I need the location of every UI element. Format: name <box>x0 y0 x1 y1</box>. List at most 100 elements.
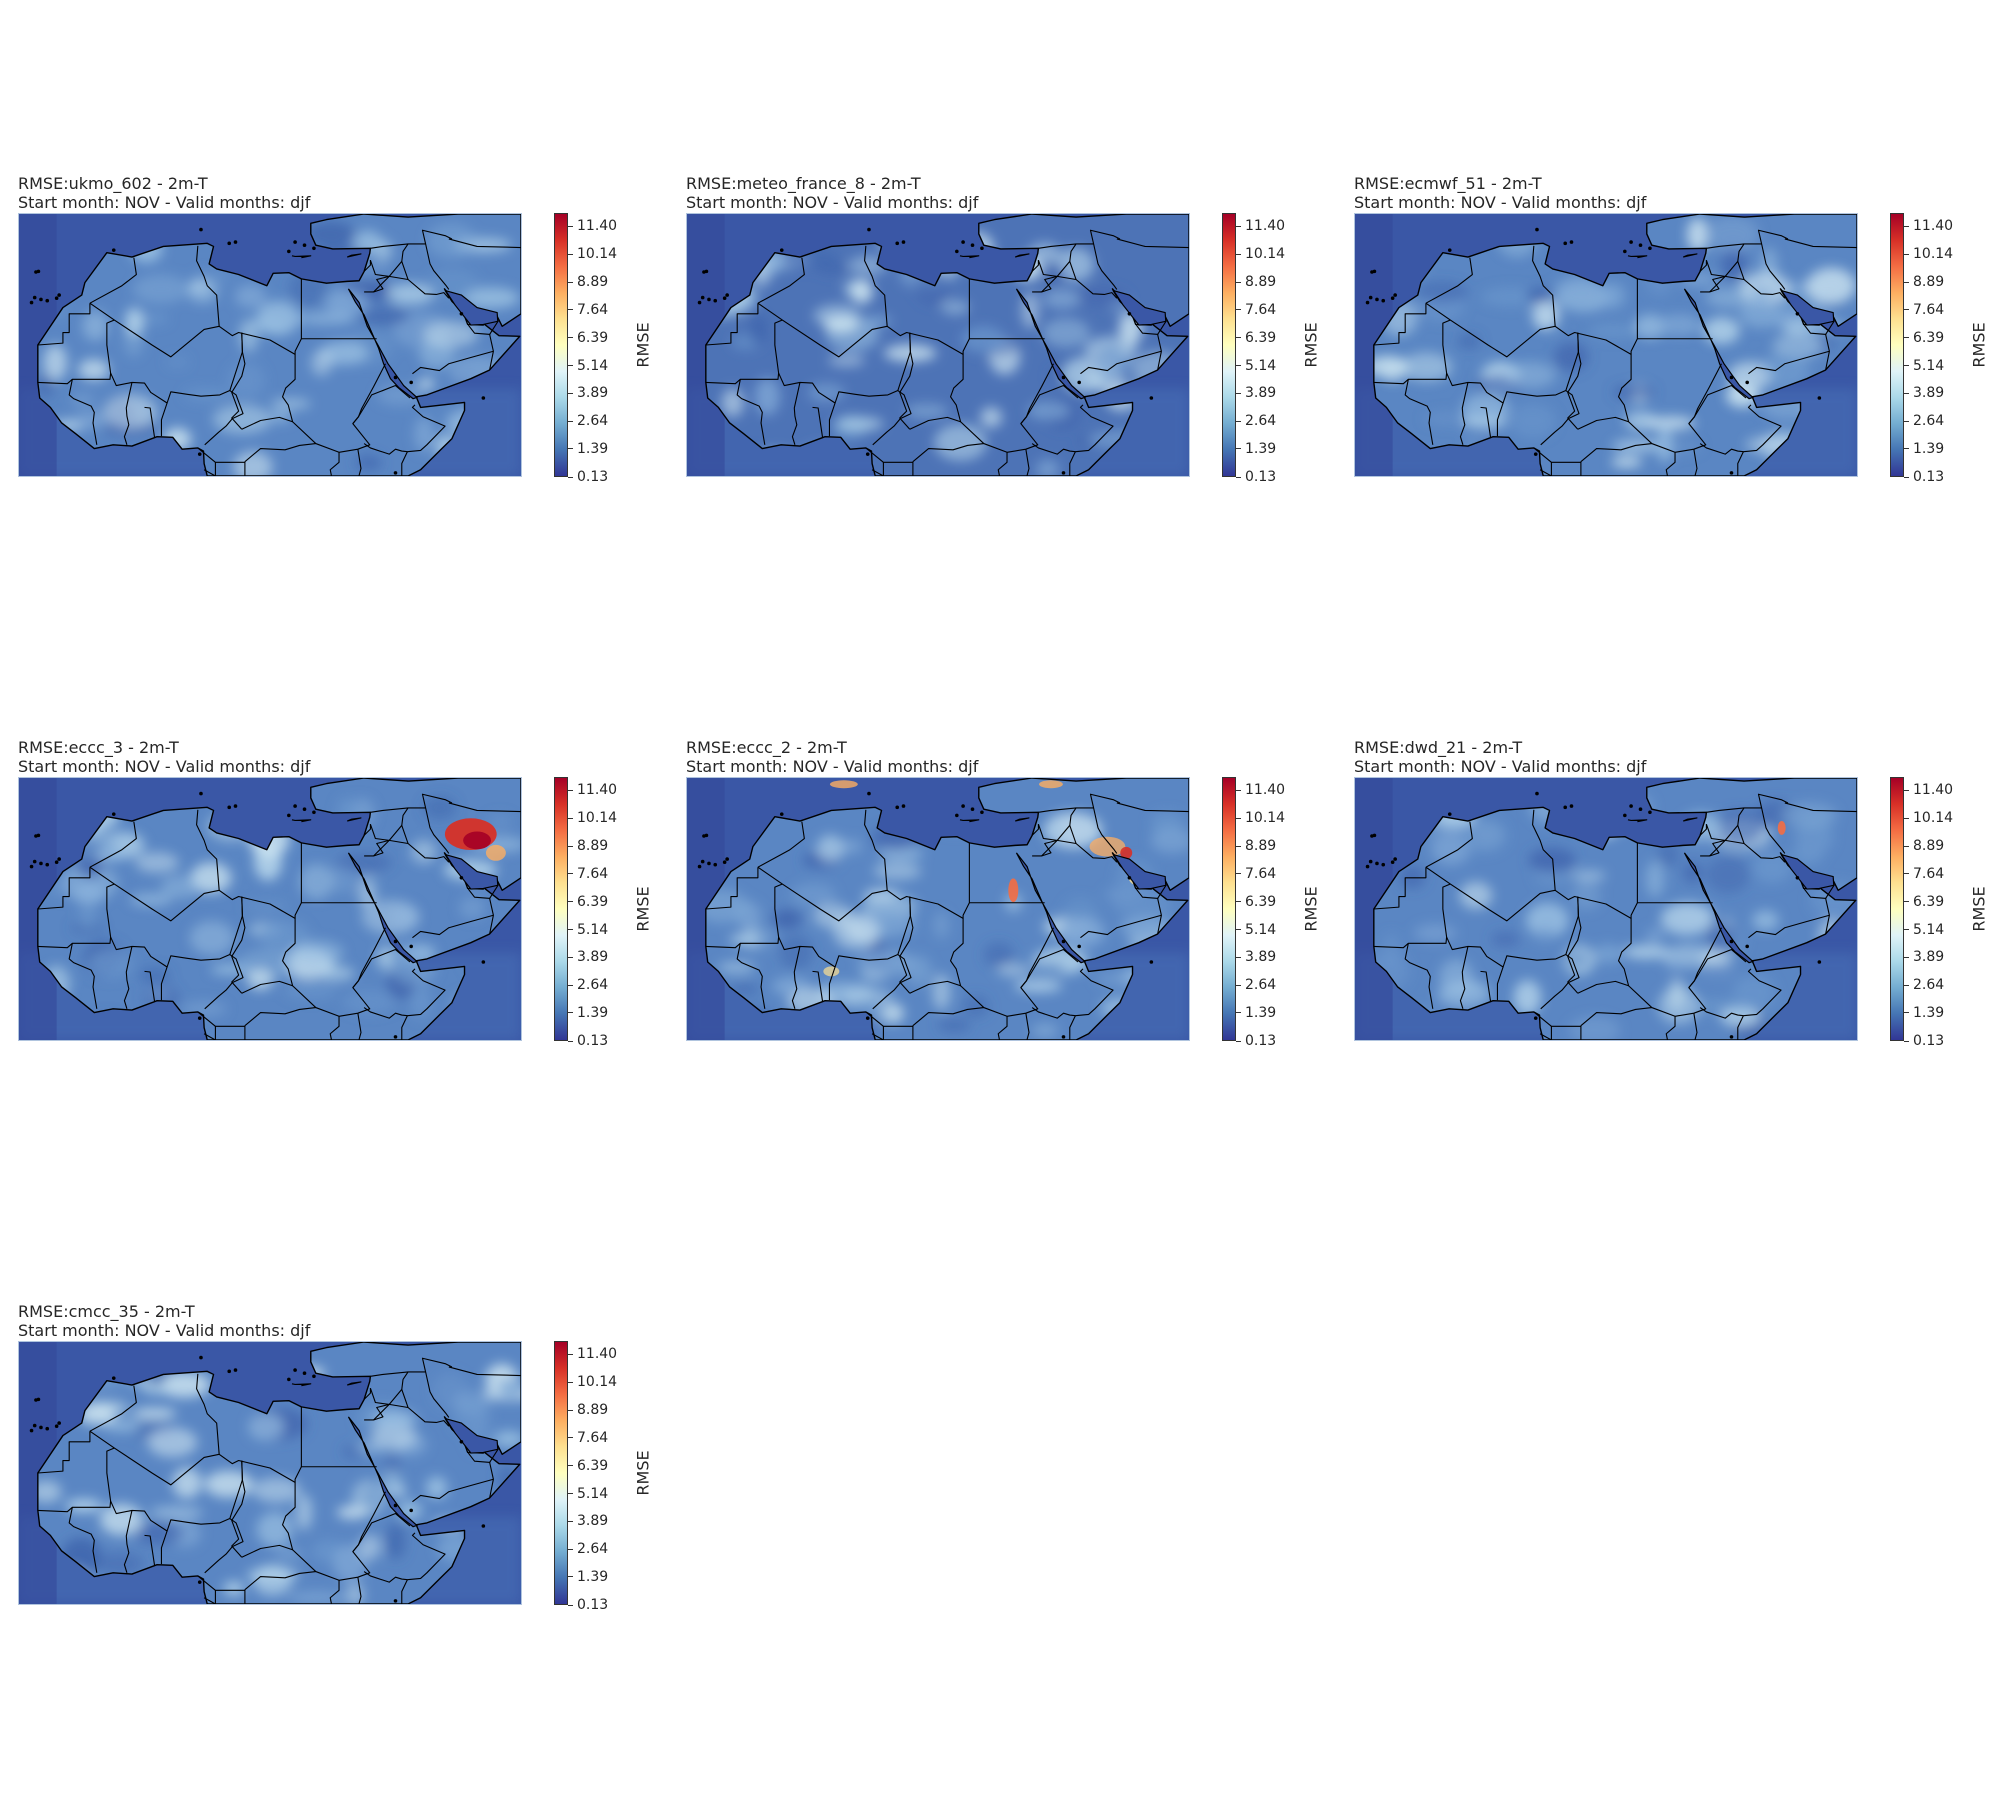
inland-sea <box>347 852 418 964</box>
country-border <box>1803 324 1827 335</box>
country-border <box>231 1460 246 1558</box>
country-border <box>352 385 411 424</box>
country-border <box>959 255 980 259</box>
country-border <box>1665 1016 1676 1040</box>
colorbar-tick-label: 6.39 <box>568 895 608 909</box>
country-border <box>1577 980 1629 994</box>
country-border <box>89 245 220 358</box>
country-border <box>68 379 98 445</box>
country-border <box>346 253 362 258</box>
island <box>1533 1016 1538 1020</box>
colorbar-tick-label: 11.40 <box>568 1347 617 1361</box>
country-border <box>950 918 1054 1017</box>
colorbar-tick-label: 3.89 <box>1236 950 1276 964</box>
inland-sea <box>444 289 499 326</box>
colorbar-tick-label: 3.89 <box>1236 386 1276 400</box>
island <box>895 805 900 810</box>
country-border <box>1693 1013 1698 1040</box>
country-border <box>886 842 970 919</box>
island <box>1368 859 1373 864</box>
country-border <box>1373 883 1451 949</box>
island <box>704 269 709 274</box>
rmse-hotspot <box>823 966 840 977</box>
island <box>111 812 116 816</box>
country-border <box>1784 238 1857 249</box>
country-border <box>363 260 371 272</box>
island <box>1447 812 1452 816</box>
colorbar-tick-label: 7.64 <box>568 1431 608 1445</box>
colorbar-tick-label: 0.13 <box>1236 470 1276 484</box>
colorbar-tick-label: 10.14 <box>568 811 617 825</box>
inland-sea <box>1112 853 1167 890</box>
country-border <box>357 1013 362 1040</box>
colorbar-tick-label: 7.64 <box>568 867 608 881</box>
country-border <box>1025 449 1030 476</box>
country-border <box>244 1007 316 1027</box>
country-border <box>828 966 836 1001</box>
country-border <box>352 1513 411 1552</box>
country-border <box>388 243 409 277</box>
country-border <box>1089 793 1121 809</box>
island <box>713 298 718 303</box>
island <box>1149 396 1154 400</box>
island <box>45 862 50 867</box>
country-border <box>357 449 362 476</box>
country-border <box>1041 839 1077 857</box>
country-border <box>1116 238 1189 249</box>
island <box>1375 861 1379 866</box>
country-border <box>899 896 914 994</box>
panel-title-line: RMSE:ecmwf_51 - 2m-T <box>1354 174 1542 193</box>
island <box>1623 813 1627 818</box>
panel-subtitle-line: Start month: NOV - Valid months: djf <box>686 757 979 776</box>
country-border <box>705 883 783 949</box>
island <box>227 805 232 810</box>
country-border <box>1080 350 1162 375</box>
country-border <box>1373 319 1451 385</box>
country-border <box>1577 416 1629 430</box>
colorbar-tick-label: 8.89 <box>1236 839 1276 853</box>
country-border <box>123 1510 133 1573</box>
country-border <box>1665 452 1676 476</box>
colorbar-tick-label: 10.14 <box>1236 247 1285 261</box>
island <box>459 876 464 880</box>
island <box>393 375 398 380</box>
colorbar-tick-label: 11.40 <box>1236 219 1285 233</box>
country-border <box>871 462 884 476</box>
colorbar-label: RMSE <box>633 886 653 932</box>
country-border <box>197 447 245 463</box>
island <box>1638 243 1643 247</box>
island <box>1569 240 1574 244</box>
panel-title: RMSE:ukmo_602 - 2m-T Start month: NOV - … <box>18 174 310 212</box>
island <box>1365 300 1370 305</box>
map-canvas <box>1355 778 1857 1040</box>
island <box>302 243 307 247</box>
country-border <box>467 324 491 335</box>
island <box>287 813 291 818</box>
rmse-hotspot <box>1008 878 1019 903</box>
island <box>57 857 61 861</box>
colorbar-ticks: 11.40 10.14 8.89 7.64 6.39 5.14 3.89 2.64 1.39 0.… <box>1904 777 1964 1048</box>
country-border <box>144 970 156 1002</box>
country-border <box>1135 888 1159 899</box>
rmse-map <box>1354 213 1858 477</box>
country-border <box>291 819 312 823</box>
country-border <box>37 867 91 910</box>
country-border <box>1032 823 1058 857</box>
country-border <box>467 888 491 899</box>
country-border <box>1825 320 1835 371</box>
panel-title: RMSE:dwd_21 - 2m-T Start month: NOV - Va… <box>1354 738 1646 776</box>
colorbar-tick-label: 2.64 <box>1904 978 1944 992</box>
colorbar-tick-label: 2.64 <box>1236 978 1276 992</box>
country-border <box>282 918 386 1017</box>
island <box>697 864 702 869</box>
colorbar-tick-label: 11.40 <box>568 783 617 797</box>
island <box>409 380 413 385</box>
island <box>197 1580 202 1584</box>
rmse-hotspot <box>1089 836 1126 857</box>
country-border <box>373 275 409 293</box>
map-panel-meteo-france-8: RMSE:meteo_france_8 - 2m-T Start month: … <box>686 174 1366 504</box>
country-border <box>1373 867 1427 910</box>
country-border <box>1724 807 1745 841</box>
country-border <box>1031 404 1114 455</box>
island <box>32 295 37 300</box>
